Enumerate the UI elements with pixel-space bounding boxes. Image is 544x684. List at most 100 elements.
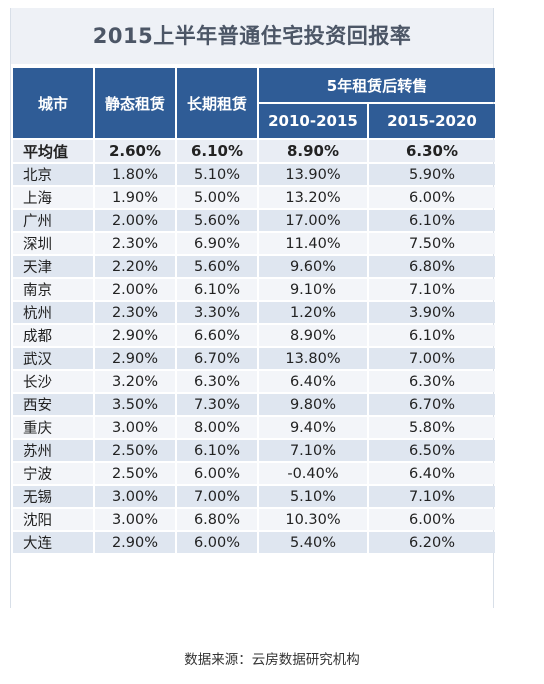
cell-long: 6.80% (177, 509, 257, 530)
cell-long: 6.60% (177, 325, 257, 346)
cell-static: 3.20% (95, 371, 175, 392)
cell-p2: 7.50% (369, 233, 496, 254)
cell-long: 5.60% (177, 210, 257, 231)
cell-long: 6.90% (177, 233, 257, 254)
cell-city: 苏州 (13, 440, 93, 461)
cell-static: 2.50% (95, 440, 175, 461)
cell-city: 上海 (13, 187, 93, 208)
average-static: 2.60% (95, 140, 175, 162)
cell-long: 6.00% (177, 463, 257, 484)
table-row: 天津 2.20% 5.60% 9.60% 6.80% (13, 256, 496, 277)
header-static-rent: 静态租赁 (95, 68, 175, 138)
cell-static: 3.00% (95, 486, 175, 507)
cell-p1: -0.40% (259, 463, 367, 484)
table-row: 沈阳 3.00% 6.80% 10.30% 6.00% (13, 509, 496, 530)
cell-static: 2.30% (95, 302, 175, 323)
table-row: 广州 2.00% 5.60% 17.00% 6.10% (13, 210, 496, 231)
average-p1: 8.90% (259, 140, 367, 162)
header-period-2010-2015: 2010-2015 (259, 104, 367, 138)
average-label: 平均值 (13, 140, 93, 162)
cell-p1: 9.60% (259, 256, 367, 277)
average-p2: 6.30% (369, 140, 496, 162)
cell-long: 6.10% (177, 440, 257, 461)
roi-table: 城市 静态租赁 长期租赁 5年租赁后转售 2010-2015 2015-2020… (11, 66, 497, 555)
cell-long: 6.10% (177, 279, 257, 300)
cell-p1: 8.90% (259, 325, 367, 346)
table-row: 北京 1.80% 5.10% 13.90% 5.90% (13, 164, 496, 185)
cell-p2: 7.00% (369, 348, 496, 369)
cell-p2: 6.80% (369, 256, 496, 277)
cell-city: 重庆 (13, 417, 93, 438)
cell-static: 1.80% (95, 164, 175, 185)
table-row: 南京 2.00% 6.10% 9.10% 7.10% (13, 279, 496, 300)
cell-static: 2.30% (95, 233, 175, 254)
table-row: 西安 3.50% 7.30% 9.80% 6.70% (13, 394, 496, 415)
cell-city: 南京 (13, 279, 93, 300)
cell-city: 西安 (13, 394, 93, 415)
header-period-2015-2020: 2015-2020 (369, 104, 496, 138)
table-row: 上海 1.90% 5.00% 13.20% 6.00% (13, 187, 496, 208)
cell-long: 6.70% (177, 348, 257, 369)
cell-static: 2.00% (95, 210, 175, 231)
cell-p1: 9.80% (259, 394, 367, 415)
cell-city: 沈阳 (13, 509, 93, 530)
table-row: 大连 2.90% 6.00% 5.40% 6.20% (13, 532, 496, 553)
source-note: 数据来源：云房数据研究机构 (184, 652, 360, 668)
cell-long: 5.00% (177, 187, 257, 208)
cell-long: 6.00% (177, 532, 257, 553)
cell-p1: 6.40% (259, 371, 367, 392)
cell-p2: 5.80% (369, 417, 496, 438)
cell-static: 3.50% (95, 394, 175, 415)
cell-long: 8.00% (177, 417, 257, 438)
cell-long: 5.10% (177, 164, 257, 185)
cell-p1: 13.90% (259, 164, 367, 185)
table-row: 苏州 2.50% 6.10% 7.10% 6.50% (13, 440, 496, 461)
cell-city: 长沙 (13, 371, 93, 392)
header-long-rent: 长期租赁 (177, 68, 257, 138)
table-row: 杭州 2.30% 3.30% 1.20% 3.90% (13, 302, 496, 323)
cell-p2: 6.00% (369, 509, 496, 530)
cell-p1: 10.30% (259, 509, 367, 530)
cell-p2: 6.40% (369, 463, 496, 484)
cell-city: 大连 (13, 532, 93, 553)
cell-p2: 6.30% (369, 371, 496, 392)
cell-p2: 6.50% (369, 440, 496, 461)
header-city: 城市 (13, 68, 93, 138)
cell-p2: 6.70% (369, 394, 496, 415)
table-body: 平均值 2.60% 6.10% 8.90% 6.30% 北京 1.80% 5.10%… (13, 140, 496, 553)
cell-long: 7.30% (177, 394, 257, 415)
cell-p1: 9.40% (259, 417, 367, 438)
table-card: 2015上半年普通住宅投资回报率 城市 静态租赁 长期租赁 5年租赁后转售 20… (10, 8, 497, 608)
cell-p1: 5.40% (259, 532, 367, 553)
cell-static: 2.90% (95, 532, 175, 553)
cell-city: 天津 (13, 256, 93, 277)
cell-static: 3.00% (95, 417, 175, 438)
cell-static: 2.90% (95, 348, 175, 369)
cell-long: 7.00% (177, 486, 257, 507)
cell-static: 2.20% (95, 256, 175, 277)
cell-p2: 6.10% (369, 325, 496, 346)
cell-long: 3.30% (177, 302, 257, 323)
cell-p2: 3.90% (369, 302, 496, 323)
average-row: 平均值 2.60% 6.10% 8.90% 6.30% (13, 140, 496, 162)
header-resale-group: 5年租赁后转售 (259, 68, 496, 102)
cell-p1: 13.80% (259, 348, 367, 369)
cell-p1: 11.40% (259, 233, 367, 254)
cell-p1: 1.20% (259, 302, 367, 323)
cell-p2: 7.10% (369, 279, 496, 300)
table-row: 无锡 3.00% 7.00% 5.10% 7.10% (13, 486, 496, 507)
cell-city: 北京 (13, 164, 93, 185)
cell-p1: 5.10% (259, 486, 367, 507)
table-row: 成都 2.90% 6.60% 8.90% 6.10% (13, 325, 496, 346)
cell-p1: 9.10% (259, 279, 367, 300)
cell-city: 广州 (13, 210, 93, 231)
cell-static: 2.50% (95, 463, 175, 484)
table-row: 重庆 3.00% 8.00% 9.40% 5.80% (13, 417, 496, 438)
cell-p1: 13.20% (259, 187, 367, 208)
cell-long: 6.30% (177, 371, 257, 392)
cell-static: 1.90% (95, 187, 175, 208)
cell-city: 杭州 (13, 302, 93, 323)
cell-static: 2.90% (95, 325, 175, 346)
cell-city: 成都 (13, 325, 93, 346)
table-row: 长沙 3.20% 6.30% 6.40% 6.30% (13, 371, 496, 392)
